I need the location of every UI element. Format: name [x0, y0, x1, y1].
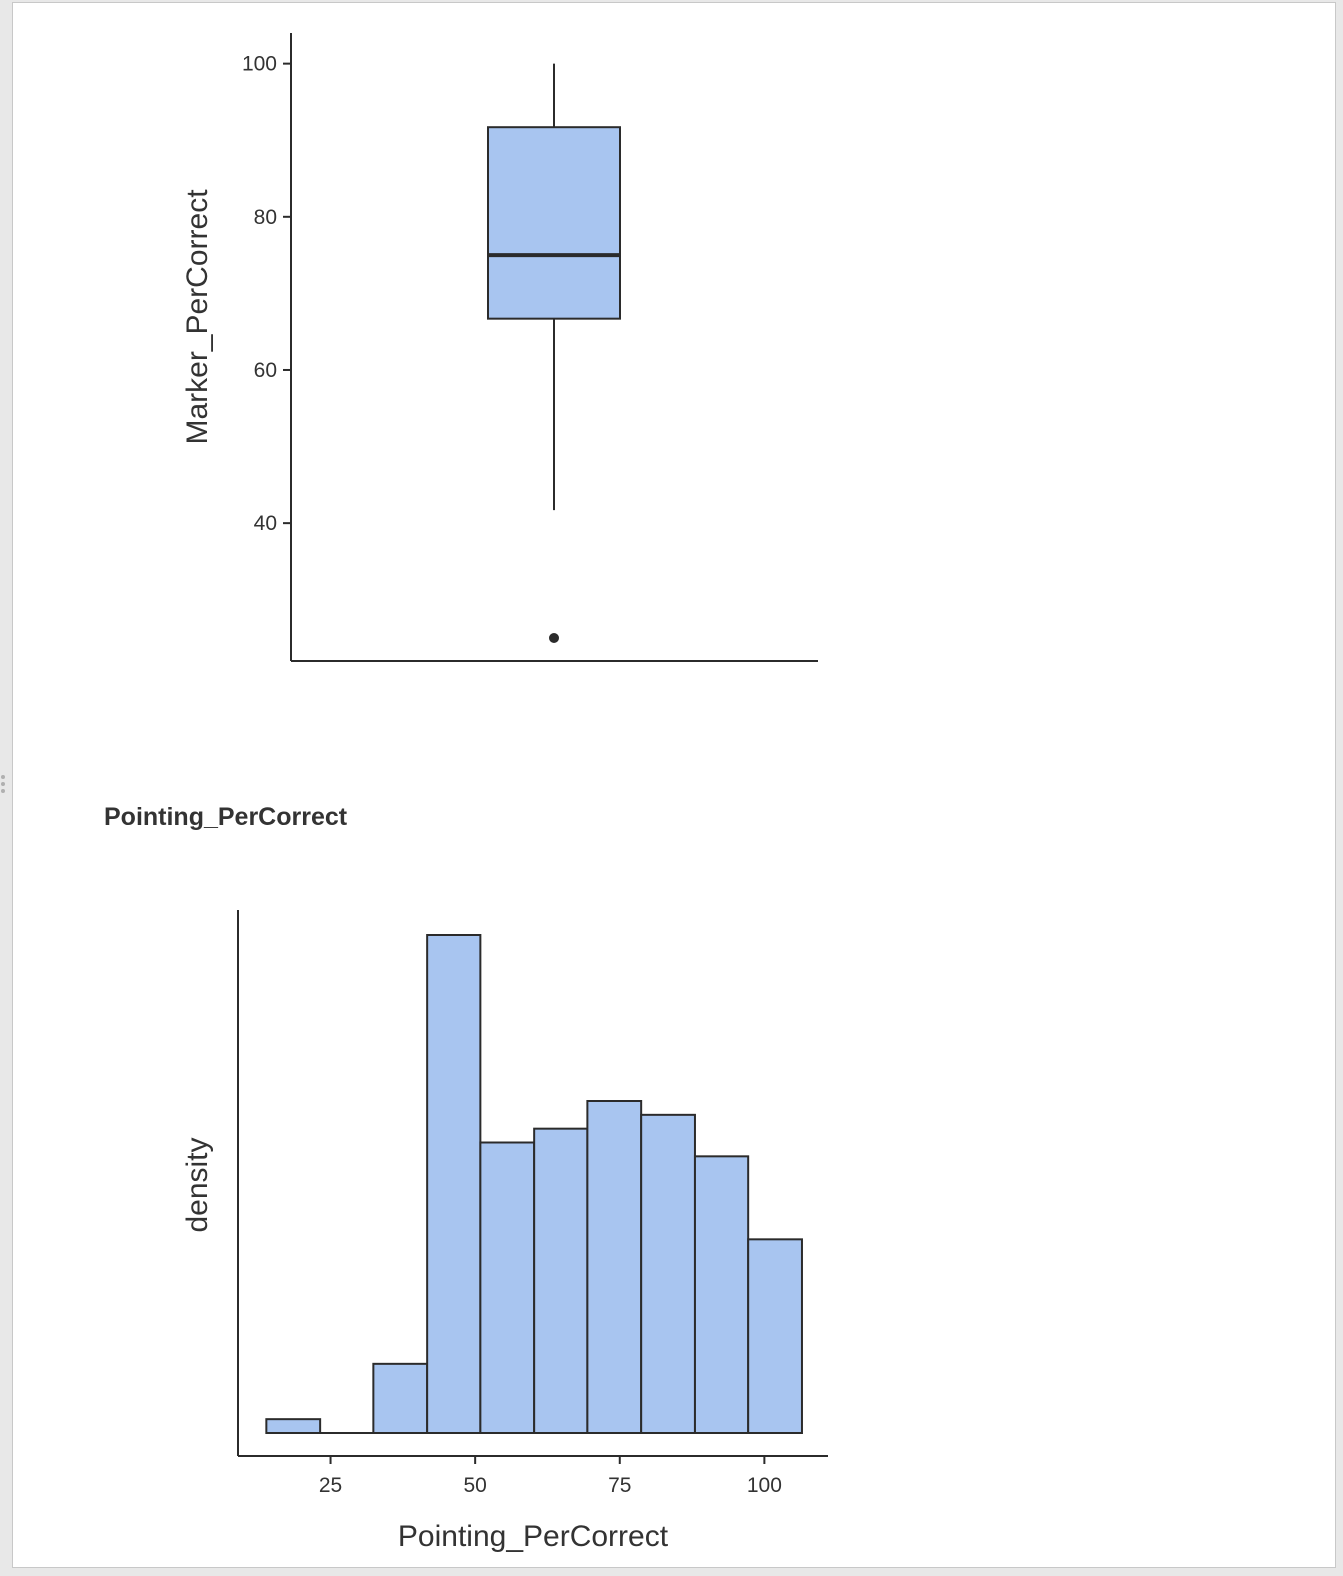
histogram-bar	[693, 1155, 750, 1434]
y-axis-label: Marker_PerCorrect	[181, 189, 214, 445]
histogram-bar	[372, 1362, 429, 1435]
histogram-title: Pointing_PerCorrect	[104, 803, 348, 831]
results-panel: 40 60 80 100 Marker_PerCorrect Pointing_PerC…	[12, 2, 1336, 1568]
y-tick-label: 40	[254, 512, 277, 535]
y-tick-label: 60	[254, 359, 277, 382]
histogram-bar	[533, 1127, 589, 1435]
histogram-bar	[586, 1100, 643, 1434]
histogram-plot: 25 50 75 100 Pointing_PerCorrect density	[181, 910, 828, 1553]
histogram-bar	[479, 1141, 536, 1434]
histogram-bar	[426, 934, 482, 1434]
y-tick-label: 100	[242, 53, 277, 76]
box-iqr	[487, 126, 621, 320]
x-axis-label: Pointing_PerCorrect	[398, 1520, 669, 1553]
box-plot: 40 60 80 100 Marker_PerCorrect	[181, 33, 818, 662]
histogram-bar	[747, 1238, 803, 1435]
resize-handle[interactable]	[0, 772, 6, 802]
x-tick-label: 25	[319, 1474, 342, 1497]
y-tick-label: 80	[254, 206, 277, 229]
x-tick-label: 75	[608, 1474, 631, 1497]
outlier-point	[549, 633, 559, 644]
x-tick-label: 100	[747, 1474, 782, 1497]
x-tick-label: 50	[463, 1474, 486, 1497]
histogram-bar	[265, 1418, 322, 1435]
y-axis-label: density	[181, 1137, 214, 1232]
histogram-bar	[640, 1113, 696, 1434]
